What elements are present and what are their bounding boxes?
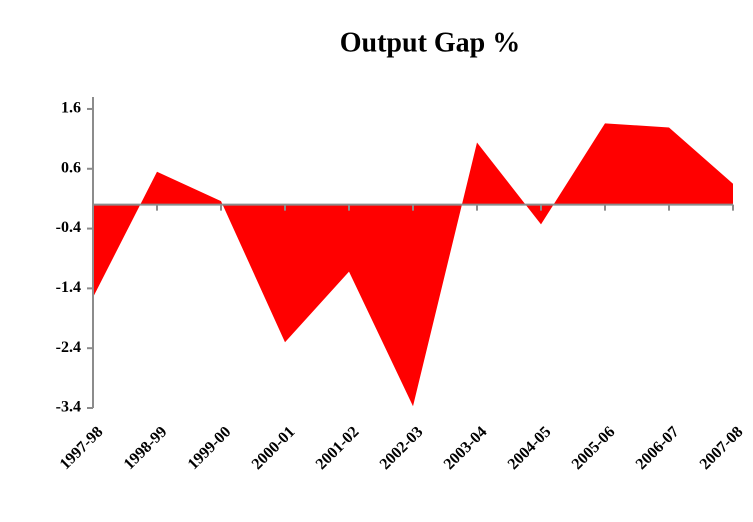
- x-tick-label: 2000-01: [249, 423, 299, 473]
- x-tick-label: 2001-02: [313, 423, 363, 473]
- x-tick-label: 2003-04: [441, 423, 491, 473]
- y-tick-label: -2.4: [56, 339, 81, 356]
- x-tick-label: 1999-00: [185, 423, 235, 473]
- y-tick-label: -1.4: [56, 279, 81, 296]
- y-tick-label: -0.4: [56, 219, 81, 236]
- x-tick-label: 2006-07: [633, 423, 683, 473]
- chart-title: Output Gap %: [340, 27, 521, 58]
- y-tick-label: 1.6: [61, 100, 81, 117]
- y-tick-label: 0.6: [61, 159, 81, 176]
- x-tick-label: 1998-99: [121, 423, 171, 473]
- area: [93, 123, 733, 407]
- x-tick-label: 1997-98: [57, 423, 107, 473]
- x-tick-label: 2005-06: [569, 423, 619, 473]
- x-tick-label: 2004-05: [505, 423, 555, 473]
- x-tick-label: 2002-03: [377, 423, 427, 473]
- y-tick-label: -3.4: [56, 399, 81, 416]
- x-tick-label: 2007-08: [697, 423, 747, 473]
